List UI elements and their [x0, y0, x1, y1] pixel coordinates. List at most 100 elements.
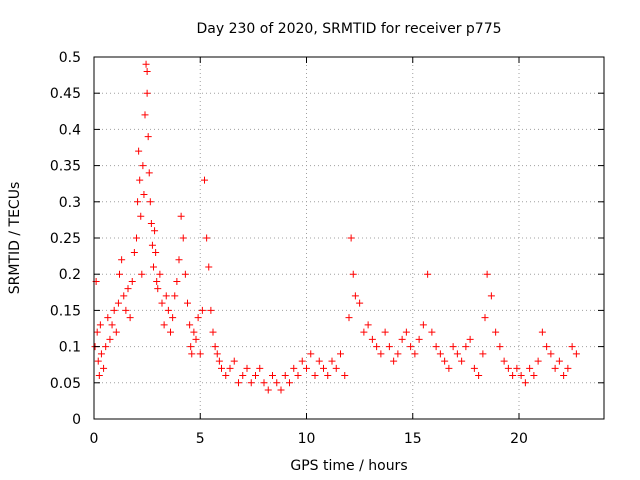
data-point	[269, 372, 276, 380]
data-point	[190, 328, 198, 336]
data-point	[517, 372, 525, 380]
data-point	[116, 270, 123, 278]
data-point	[311, 372, 319, 380]
data-point	[303, 364, 310, 372]
data-point	[509, 372, 517, 380]
y-tick-label: 0.35	[50, 159, 81, 175]
data-point	[162, 292, 170, 300]
data-point	[479, 350, 487, 358]
data-point	[194, 314, 202, 322]
data-point	[211, 343, 219, 351]
data-point	[286, 379, 293, 387]
data-point	[521, 379, 529, 387]
data-point	[351, 292, 359, 300]
y-tick-label: 0.5	[59, 50, 81, 66]
data-point	[177, 212, 185, 220]
data-point	[492, 328, 500, 336]
data-point	[97, 350, 105, 358]
data-point	[141, 111, 149, 119]
data-point	[337, 350, 344, 358]
data-point	[136, 176, 144, 184]
data-point	[360, 328, 368, 336]
data-point	[364, 321, 372, 329]
data-point	[252, 372, 259, 380]
data-point	[188, 350, 196, 358]
data-point	[424, 270, 432, 278]
data-point	[144, 133, 152, 141]
data-point	[547, 350, 555, 358]
data-point	[377, 350, 385, 358]
data-point	[483, 270, 491, 278]
data-point	[152, 248, 160, 256]
data-point	[108, 321, 116, 329]
y-tick-label: 0.4	[59, 122, 81, 138]
data-point	[555, 357, 563, 365]
data-point	[156, 270, 164, 278]
data-point	[458, 357, 466, 365]
data-point	[93, 328, 101, 336]
data-point	[226, 364, 234, 372]
data-point	[209, 328, 217, 336]
data-point	[145, 169, 153, 177]
x-tick-label: 0	[90, 431, 99, 447]
data-point	[368, 335, 376, 343]
data-point	[402, 328, 410, 336]
data-point	[124, 285, 132, 293]
data-point	[530, 372, 538, 380]
chart-title: Day 230 of 2020, SRMTID for receiver p77…	[196, 21, 501, 37]
data-point	[95, 372, 103, 380]
data-point	[150, 263, 157, 271]
data-point	[114, 299, 122, 307]
data-point	[222, 372, 230, 380]
data-point	[160, 321, 168, 329]
data-point	[94, 357, 102, 365]
data-point	[500, 357, 508, 365]
data-point	[247, 379, 255, 387]
data-point	[449, 343, 457, 351]
data-point	[466, 335, 474, 343]
x-tick-label: 20	[510, 431, 528, 447]
data-point	[130, 248, 138, 256]
y-tick-label: 0.2	[59, 267, 81, 283]
data-point	[181, 270, 189, 278]
data-point	[118, 256, 126, 264]
data-point	[526, 364, 534, 372]
data-point	[341, 372, 349, 380]
data-point	[436, 350, 444, 358]
data-point	[235, 379, 242, 387]
data-point	[201, 176, 208, 184]
data-point	[164, 306, 172, 314]
data-point	[328, 357, 336, 365]
data-points	[91, 60, 580, 394]
y-axis-title: SRMTID / TECUs	[7, 182, 23, 295]
data-point	[126, 314, 134, 322]
data-point	[534, 357, 542, 365]
data-point	[154, 285, 162, 293]
data-point	[453, 350, 461, 358]
data-point	[560, 372, 568, 380]
y-tick-label: 0.1	[59, 340, 81, 356]
data-point	[171, 292, 179, 300]
data-point	[120, 292, 128, 300]
data-point	[390, 357, 398, 365]
data-point	[462, 343, 470, 351]
data-point	[349, 270, 357, 278]
data-point	[102, 343, 110, 351]
data-point	[290, 364, 298, 372]
x-tick-label: 10	[298, 431, 316, 447]
data-point	[173, 277, 181, 285]
data-point	[381, 328, 389, 336]
data-point	[146, 198, 154, 206]
data-point	[96, 321, 104, 329]
data-point	[564, 364, 572, 372]
data-point	[441, 357, 449, 365]
data-point	[543, 343, 551, 351]
data-point	[218, 364, 225, 372]
axis-ticks: 0 0.05 0.1 0.15 0.2 0.25 0.3 0.35 0.4 0.45 0.5 0 5 10…	[50, 50, 604, 447]
data-point	[411, 350, 419, 358]
data-point	[167, 328, 174, 336]
data-point	[203, 234, 211, 242]
data-point	[320, 364, 327, 372]
data-point	[298, 357, 306, 365]
